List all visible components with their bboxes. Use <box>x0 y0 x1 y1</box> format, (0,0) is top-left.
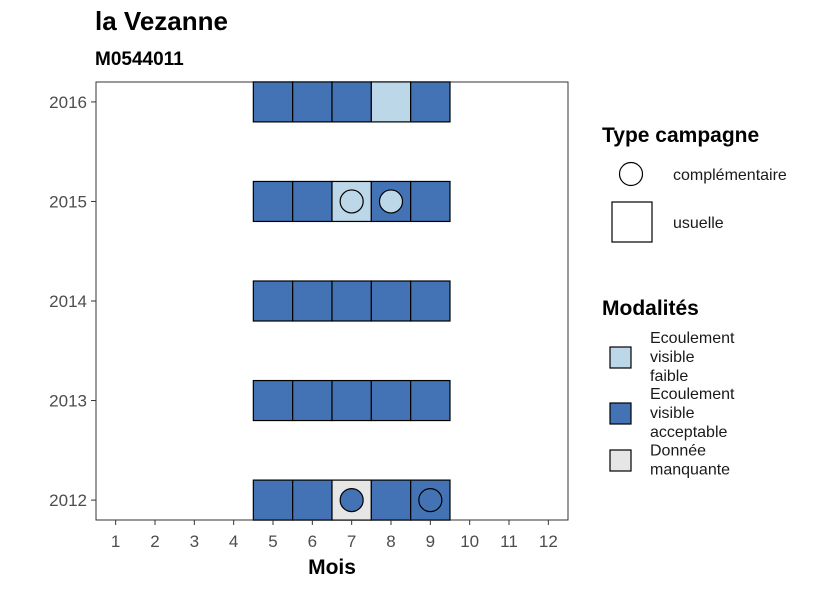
legend-label-modalite: Donnée manquante <box>650 443 730 479</box>
cell-square <box>370 479 412 521</box>
cell-square <box>252 379 294 422</box>
legend-label-campagne: complémentaire <box>673 167 787 184</box>
cell-square <box>410 81 451 123</box>
x-tick-label: 3 <box>190 532 199 551</box>
cell-square <box>292 280 333 322</box>
cell-square <box>252 280 294 322</box>
x-tick-label: 12 <box>539 532 558 551</box>
cell-square <box>292 379 333 422</box>
legend-key-modalite <box>609 346 632 369</box>
cell-square <box>252 479 294 521</box>
x-axis: 1 2 3 4 5 6 7 8 9 10 11 12 <box>111 520 558 551</box>
cell-square <box>331 379 372 422</box>
legend-key-modalite <box>609 449 632 472</box>
legend-key-circle <box>618 161 644 187</box>
cell-square <box>410 379 451 422</box>
legend-label-modalite: Ecoulement visible acceptable <box>650 386 735 441</box>
legend-key-square <box>611 201 653 243</box>
legend-key-modalite <box>609 402 632 425</box>
cell-square <box>292 81 333 123</box>
cell-square <box>292 180 333 223</box>
y-tick-label: 2013 <box>49 392 87 411</box>
cells-layer <box>252 81 451 521</box>
y-tick-label: 2016 <box>49 93 87 112</box>
cell-square <box>370 280 412 322</box>
x-tick-label: 4 <box>229 532 238 551</box>
x-tick-label: 10 <box>460 532 479 551</box>
cell-square <box>331 81 372 123</box>
cell-square <box>370 81 412 123</box>
legend-title-campagne: Type campagne <box>602 124 759 147</box>
x-tick-label: 7 <box>347 532 356 551</box>
x-tick-label: 1 <box>111 532 120 551</box>
x-tick-label: 6 <box>308 532 317 551</box>
y-tick-label: 2012 <box>49 491 87 510</box>
cell-circle <box>418 487 443 513</box>
chart-subtitle: M0544011 <box>95 49 184 70</box>
chart-title: la Vezanne <box>95 6 228 36</box>
y-tick-label: 2015 <box>49 192 87 211</box>
x-tick-label: 2 <box>150 532 159 551</box>
x-tick-label: 11 <box>500 532 518 551</box>
legend-title-modalites: Modalités <box>602 297 699 320</box>
cell-square <box>331 280 372 322</box>
cell-square <box>410 280 451 322</box>
cell-square <box>410 180 451 223</box>
legend: Type campagne complémentaire usuelle Modali… <box>602 124 787 479</box>
legend-label-campagne: usuelle <box>673 215 724 232</box>
x-axis-title: Mois <box>308 556 356 579</box>
cell-circle <box>378 189 404 214</box>
legend-label-modalite: Ecoulement visible faible <box>650 330 735 385</box>
cell-square <box>370 379 412 422</box>
x-tick-label: 8 <box>386 532 395 551</box>
x-tick-label: 9 <box>426 532 435 551</box>
cell-square <box>292 479 333 521</box>
y-tick-label: 2014 <box>49 292 87 311</box>
cell-circle <box>339 487 364 513</box>
cell-square <box>252 180 294 223</box>
cell-square <box>252 81 294 123</box>
x-tick-label: 5 <box>268 532 277 551</box>
cell-circle <box>339 189 364 214</box>
y-axis: 2012 2013 2014 2015 2016 <box>49 93 96 510</box>
